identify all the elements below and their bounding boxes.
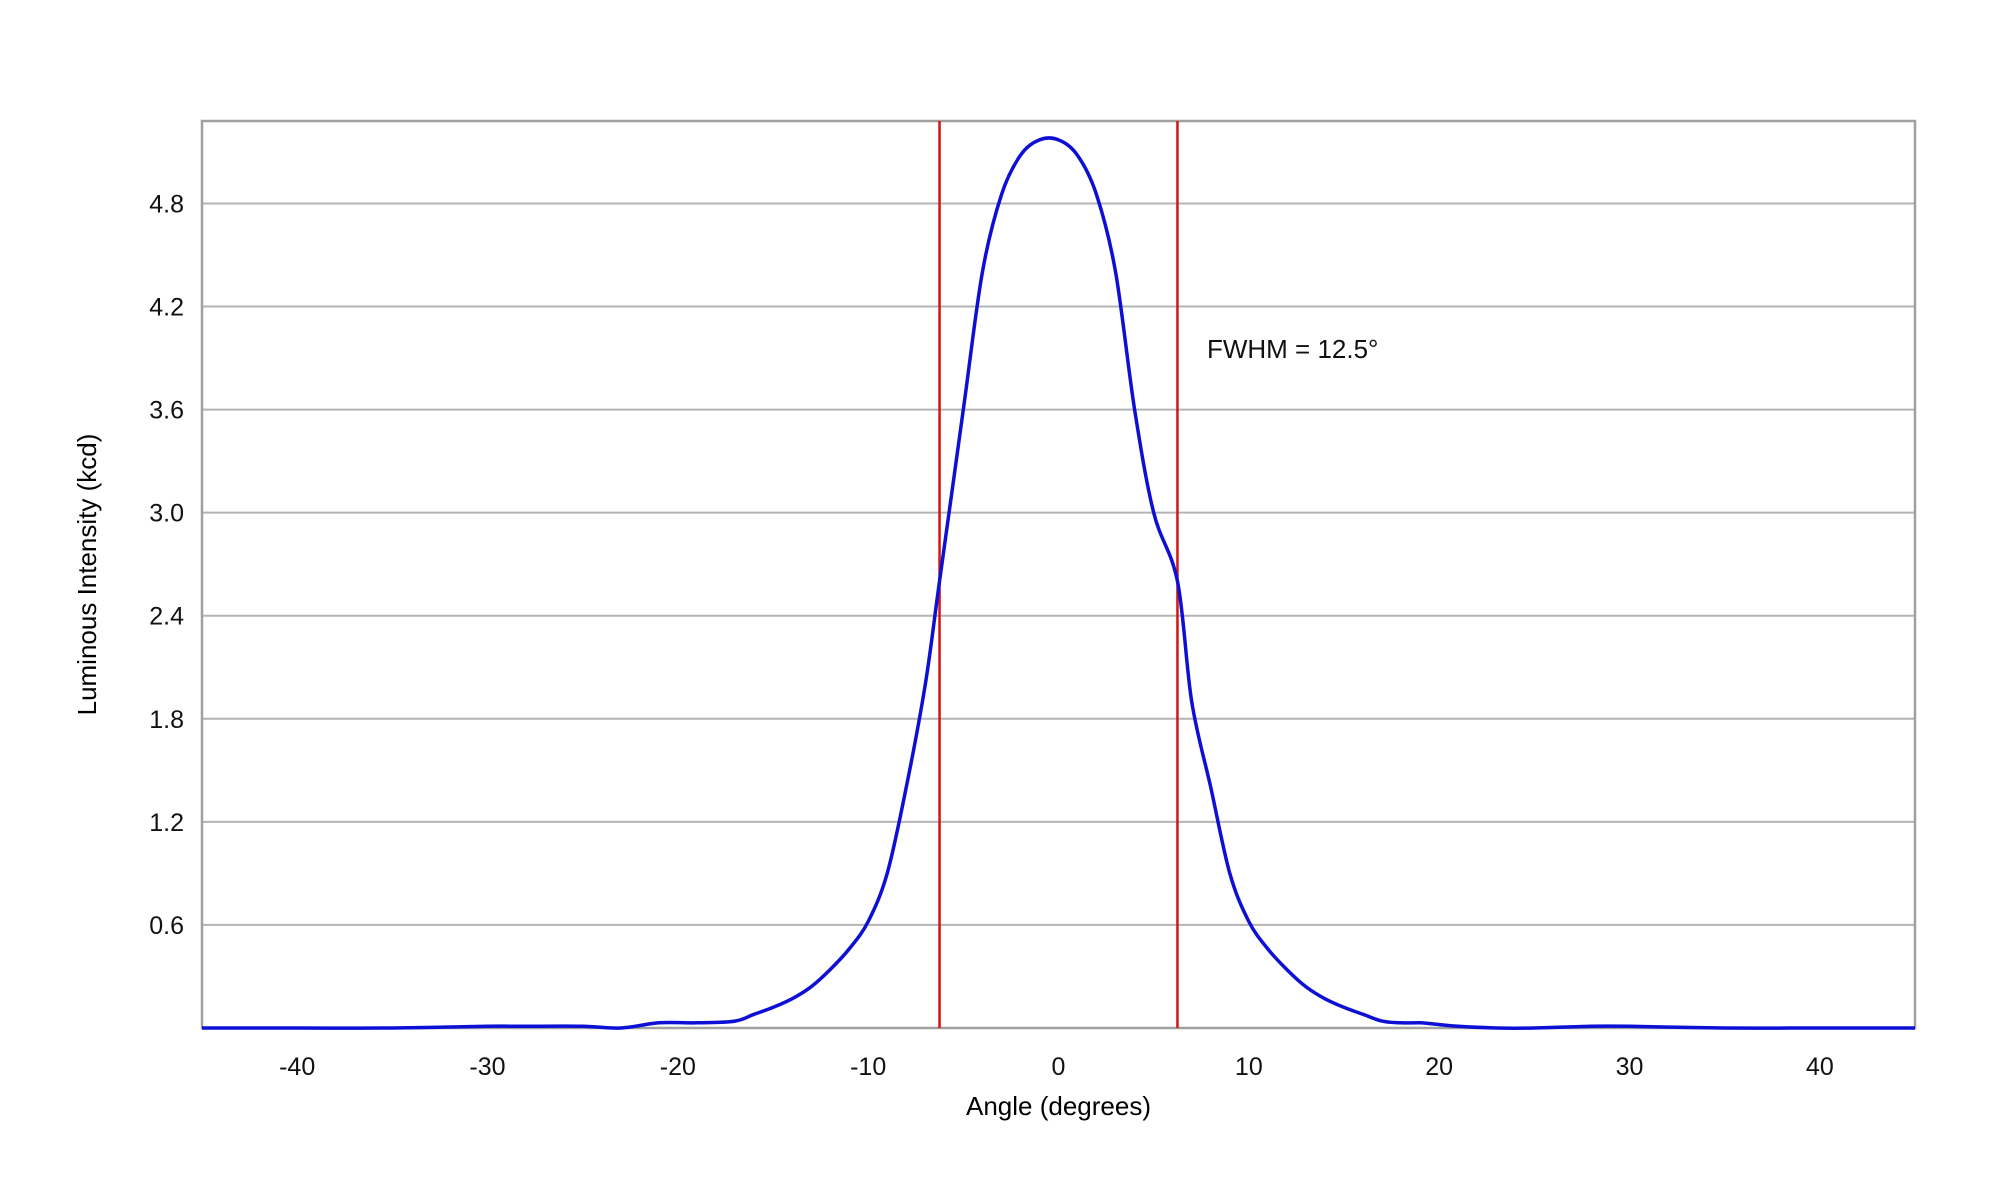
y-tick-label: 1.2 xyxy=(149,809,184,837)
x-tick-label: -30 xyxy=(469,1053,505,1081)
plot-area-frame xyxy=(200,119,1917,1030)
y-tick-label: 0.6 xyxy=(149,912,184,940)
x-tick-label: -10 xyxy=(850,1053,886,1081)
y-tick-labels: 0.6 1.2 1.8 2.4 3.0 3.6 4.2 4.8 xyxy=(149,190,184,939)
x-tick-labels: -40 -30 -20 -10 0 10 20 30 40 xyxy=(279,1053,1834,1081)
y-axis-title: Luminous Intensity (kcd) xyxy=(72,434,102,716)
y-tick-label: 1.8 xyxy=(149,706,184,734)
gridlines xyxy=(202,202,1915,926)
series-line xyxy=(201,136,1915,1030)
y-tick-label: 2.4 xyxy=(149,603,184,631)
x-tick-label: -20 xyxy=(660,1053,696,1081)
series-group xyxy=(201,136,1915,1030)
fwhm-markers xyxy=(938,121,1179,1028)
y-tick-label: 3.0 xyxy=(149,500,184,528)
y-tick-label: 4.2 xyxy=(149,294,184,322)
annotations: FWHM = 12.5° xyxy=(1207,334,1379,364)
annotation-fwhm: FWHM = 12.5° xyxy=(1207,334,1379,364)
x-tick-label: 40 xyxy=(1806,1053,1834,1081)
x-tick-label: -40 xyxy=(279,1053,315,1081)
x-tick-label: 10 xyxy=(1235,1053,1263,1081)
x-tick-label: 0 xyxy=(1052,1053,1066,1081)
y-tick-label: 4.8 xyxy=(149,190,184,218)
x-tick-label: 30 xyxy=(1616,1053,1644,1081)
x-axis-title: Angle (degrees) xyxy=(966,1091,1151,1121)
y-tick-label: 3.6 xyxy=(149,397,184,425)
x-tick-label: 20 xyxy=(1425,1053,1453,1081)
